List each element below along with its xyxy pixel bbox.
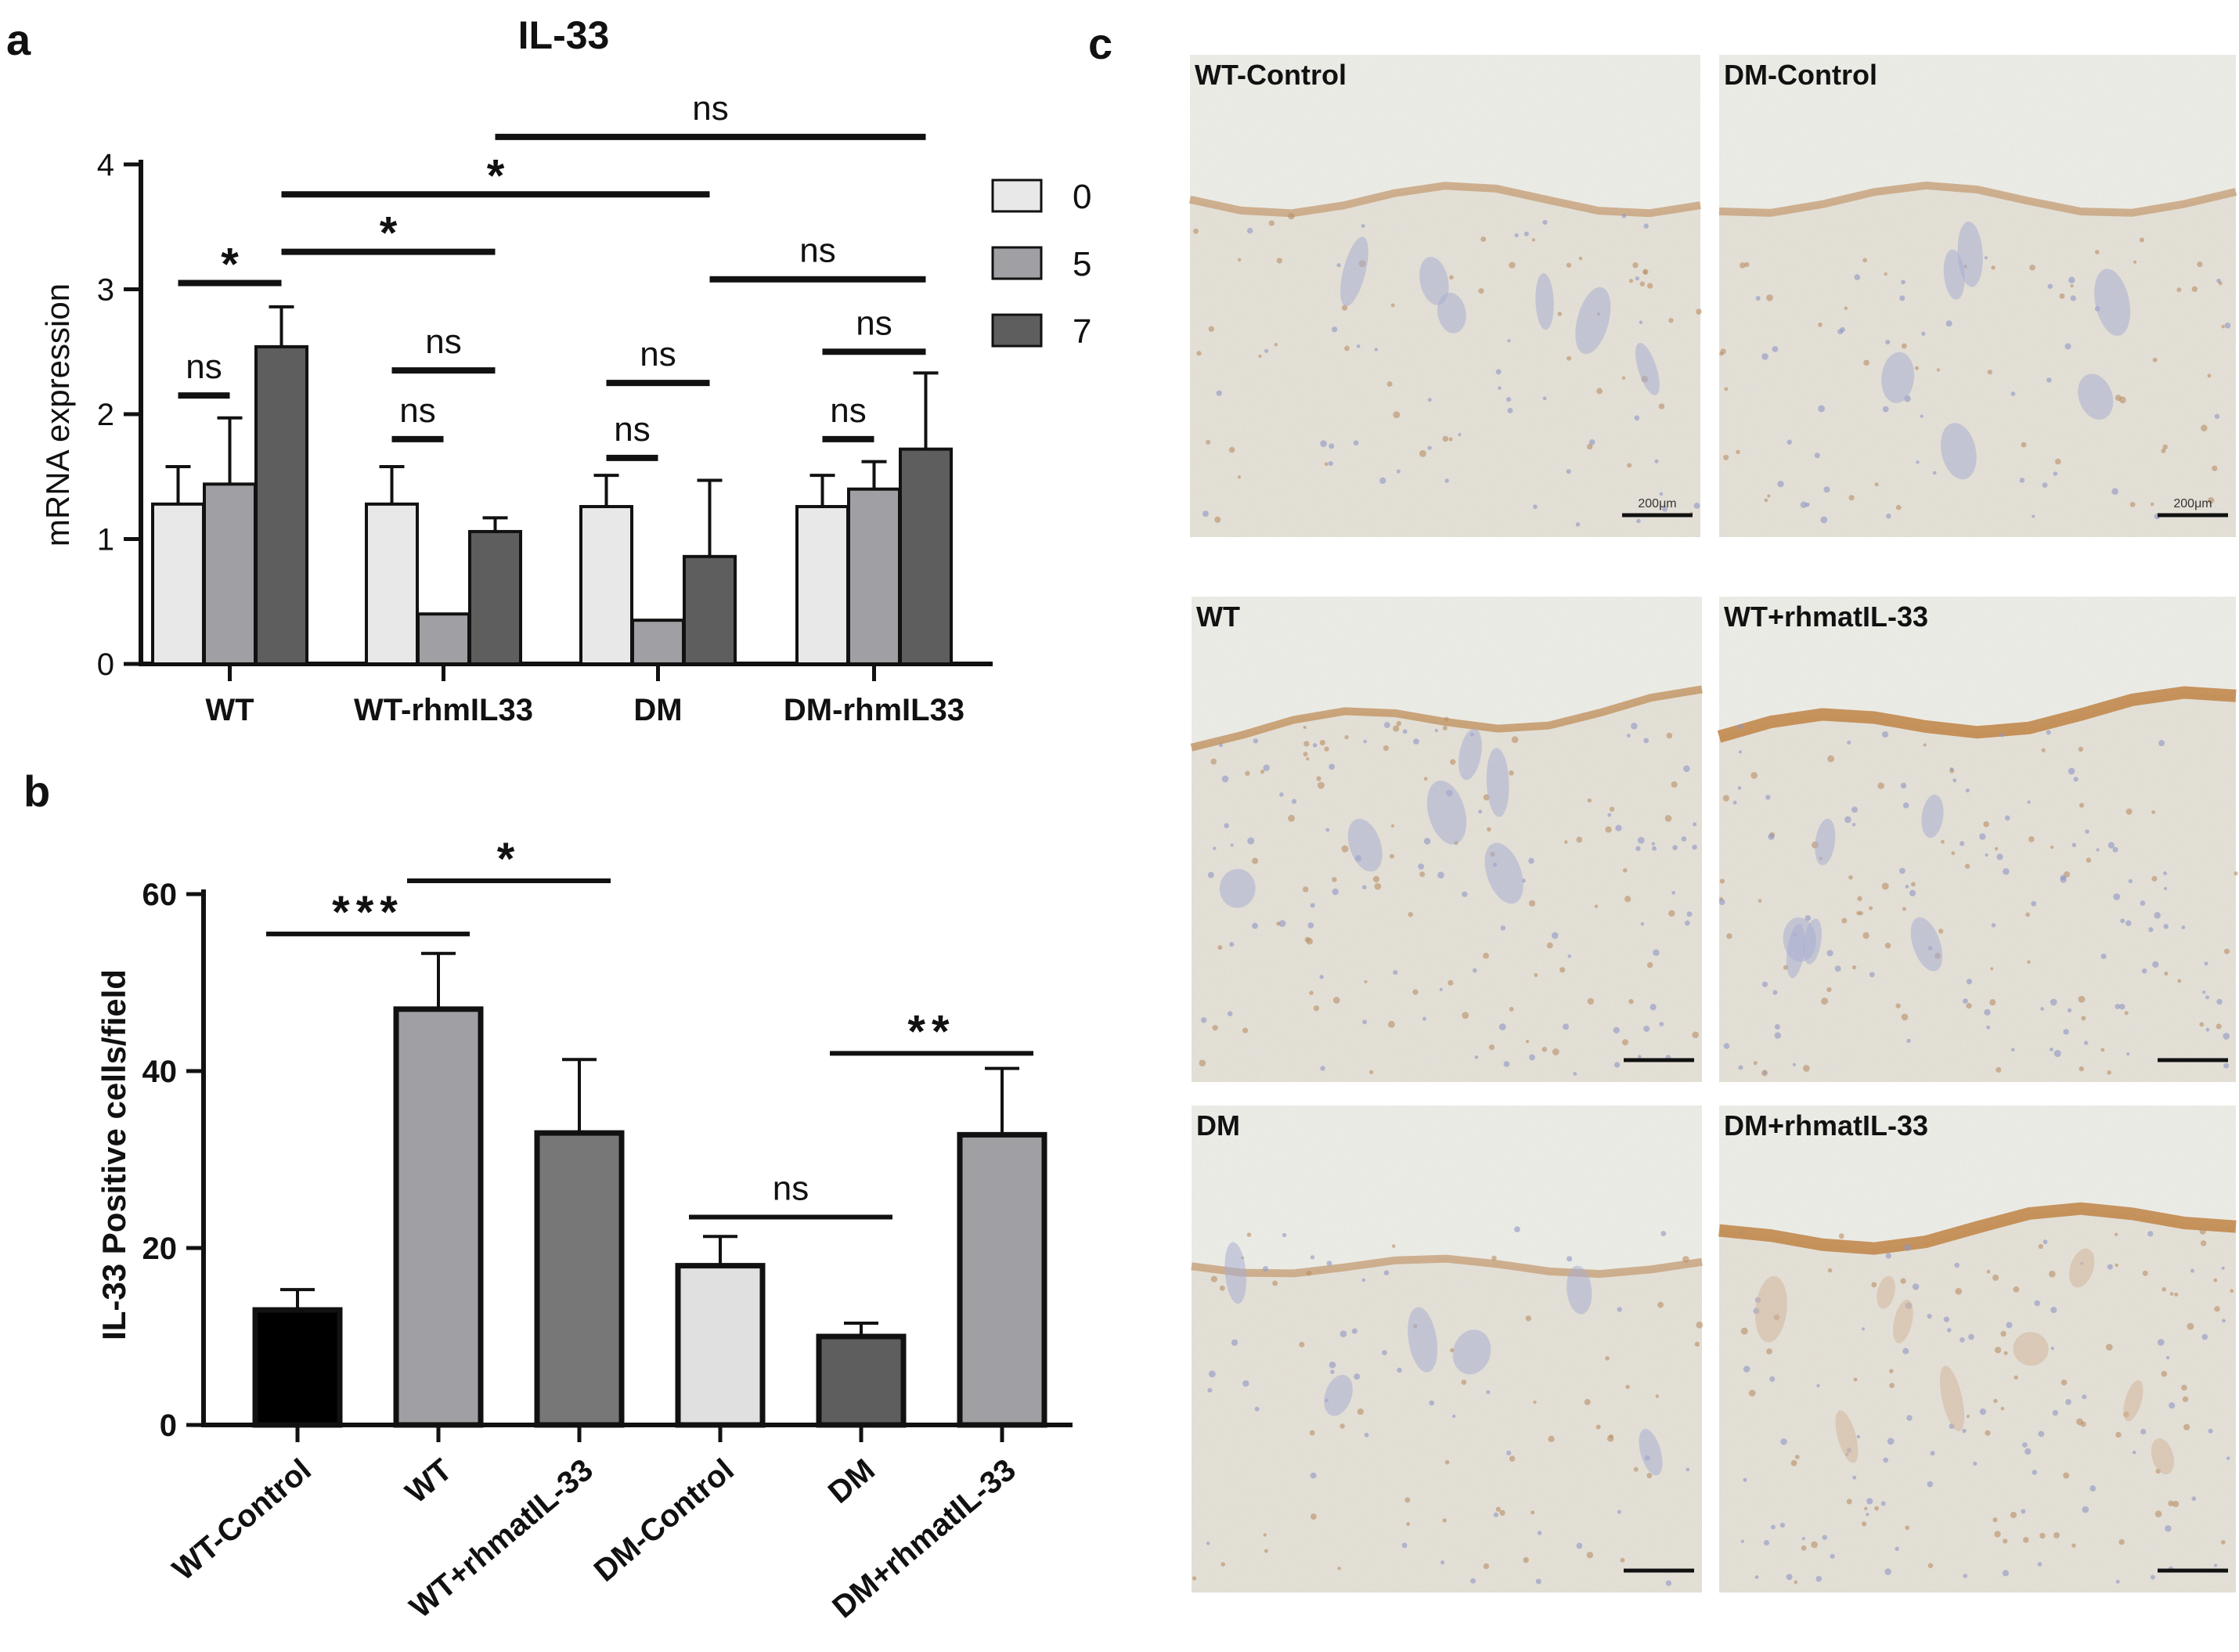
chart-a-bar [151, 502, 205, 666]
chart-a-significance-label: ns [614, 410, 650, 449]
micrograph: WT-Control 200μm [1188, 55, 1702, 537]
micrograph: WT [1190, 597, 1703, 1082]
chart-a-bar [847, 487, 901, 666]
chart-b-y-tick-label: 60 [142, 878, 178, 912]
chart-a-legend-label: 0 [1073, 178, 1091, 216]
micrograph: DM+rhmatIL-33 [1718, 1106, 2237, 1592]
micrograph-label: WT [1196, 601, 1240, 633]
chart-b-y-tick-label: 20 [142, 1232, 178, 1266]
micrograph-label: DM+rhmatIL-33 [1724, 1109, 1928, 1142]
chart-a-significance-label: ns [640, 335, 676, 373]
chart-a-bar [631, 619, 685, 665]
micrograph: DM-Control 200μm [1718, 55, 2237, 537]
chart-a-bar [365, 502, 419, 666]
chart-b-category-label: WT [399, 1452, 459, 1510]
chart-a-category-label: WT-rhmIL33 [354, 693, 533, 727]
chart-a-legend-swatch [991, 246, 1043, 280]
chart-a-y-tick-label: 3 [97, 273, 114, 308]
chart-b-category-label: DM [822, 1452, 882, 1510]
chart-a-y-tick-label: 4 [97, 148, 114, 182]
micrograph-texture [1190, 55, 1700, 537]
panel-letter-c: c [1088, 19, 1112, 68]
chart-a-bar [416, 612, 471, 666]
chart-b-bar [534, 1130, 625, 1428]
chart-a-significance-label: ns [186, 348, 222, 386]
scale-bar-label: 200μm [1638, 497, 1676, 510]
micrograph-label: DM-Control [1724, 59, 1877, 91]
chart-a-bar [899, 447, 953, 665]
chart-a-category-label: WT [205, 693, 254, 727]
micrograph-label: DM [1196, 1109, 1240, 1142]
chart-a-category-label: DM [633, 693, 682, 727]
micrograph-texture [1719, 597, 2236, 1082]
chart-a-bar [795, 505, 849, 666]
micrograph-grid: WT-Control 200μm DM-Control 200μm WT WT+rhmat… [1188, 55, 2238, 1592]
chart-a-significance-label: ns [399, 391, 435, 430]
chart-b-bar [957, 1131, 1047, 1428]
chart-a: IL-33 mRNA expression 0 1 2 3 4 WT WT-rhmIL33 D… [39, 13, 1091, 727]
chart-b-category-label: DM-Control [588, 1452, 741, 1589]
chart-b-y-tick-label: 0 [160, 1409, 177, 1443]
chart-b-bar [816, 1333, 907, 1428]
chart-b-bar [675, 1263, 766, 1428]
chart-a-bar [254, 344, 308, 665]
chart-b-category-label: WT-Control [166, 1452, 317, 1587]
chart-a-y-tick-label: 2 [97, 398, 114, 432]
micrograph-label: WT+rhmatIL-33 [1724, 601, 1928, 633]
chart-a-y-tick-label: 0 [97, 647, 114, 682]
micrograph-texture [1719, 55, 2236, 537]
chart-b-significance-label: *** [332, 887, 404, 938]
panel-letter-a: a [6, 15, 31, 64]
panel-letter-b: b [23, 766, 50, 816]
chart-a-significance-label: * [487, 150, 505, 201]
chart-a-significance-label: * [380, 208, 398, 259]
chart-a-bar [203, 482, 257, 665]
chart-a-significance-label: ns [692, 89, 728, 128]
chart-a-y-tick-label: 1 [97, 523, 114, 557]
chart-a-significance-label: ns [856, 304, 892, 342]
chart-a-significance-label: ns [799, 232, 835, 270]
micrograph-texture [1192, 1106, 1702, 1592]
micrograph-label: WT-Control [1195, 59, 1347, 91]
micrograph-texture [1719, 1106, 2236, 1592]
chart-a-significance-label: * [221, 240, 239, 290]
chart-a-title: IL-33 [518, 13, 610, 57]
chart-a-significance-label: ns [830, 391, 866, 430]
chart-b-bar [252, 1307, 343, 1428]
chart-a-category-label: DM-rhmIL33 [784, 693, 964, 727]
chart-a-legend-swatch [991, 313, 1043, 348]
chart-a-bar [683, 554, 737, 666]
chart-a-legend-label: 7 [1073, 312, 1091, 351]
chart-a-bar [579, 505, 633, 666]
micrograph-texture [1192, 597, 1702, 1082]
chart-a-bar [468, 529, 522, 665]
chart-b: IL-33 Positive cells/field 0 20 40 60 WT-Con… [96, 834, 1073, 1625]
chart-a-y-axis-label: mRNA expression [39, 283, 76, 546]
chart-b-y-axis-label: IL-33 Positive cells/field [96, 969, 132, 1340]
chart-b-significance-label: * [497, 834, 521, 885]
scale-bar-label: 200μm [2173, 497, 2212, 510]
chart-b-significance-label: ns [773, 1169, 809, 1207]
chart-b-bar [393, 1006, 484, 1428]
chart-a-legend-swatch [991, 179, 1043, 213]
chart-a-significance-label: ns [425, 323, 461, 361]
micrograph: DM [1191, 1106, 1704, 1592]
chart-a-legend-label: 5 [1073, 245, 1091, 283]
micrograph: WT+rhmatIL-33 [1717, 597, 2238, 1082]
chart-b-y-tick-label: 40 [142, 1055, 178, 1089]
chart-b-significance-label: ** [907, 1006, 955, 1057]
